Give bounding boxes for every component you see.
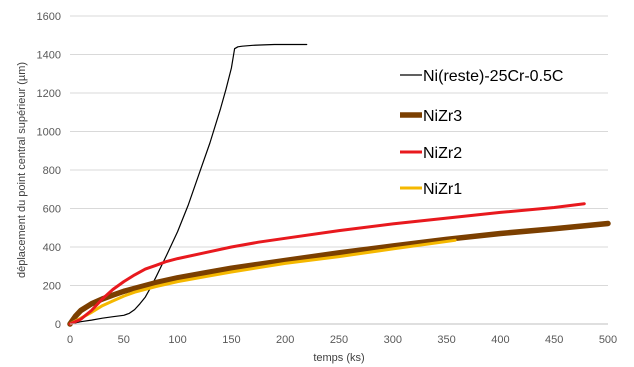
legend-label: Ni(reste)-25Cr-0.5C (423, 68, 563, 85)
legend: Ni(reste)-25Cr-0.5C NiZr3 NiZr2 NiZr1 (400, 68, 563, 198)
x-tick-label: 150 (222, 334, 240, 346)
gridlines (70, 15, 608, 286)
x-tick-label: 200 (276, 334, 294, 346)
x-tick-label: 50 (118, 334, 130, 346)
x-tick-label: 450 (545, 334, 563, 346)
x-axis-title: temps (ks) (313, 352, 364, 364)
y-tick-label: 1600 (37, 11, 61, 23)
y-tick-label: 600 (43, 204, 61, 216)
series-line-ni-reste-25cr-0-5c (69, 43, 308, 325)
y-tick-label: 1400 (37, 50, 61, 62)
series-line-nizr2 (68, 202, 586, 326)
y-tick-label: 800 (43, 165, 61, 177)
x-tick-label: 300 (384, 334, 402, 346)
y-tick-label: 1200 (37, 88, 61, 100)
y-tick-label: 0 (55, 319, 61, 331)
legend-label: NiZr3 (423, 108, 462, 125)
legend-label: NiZr2 (423, 145, 462, 162)
y-tick-label: 1000 (37, 127, 61, 139)
plot-area (67, 43, 611, 327)
legend-label: NiZr1 (423, 181, 462, 198)
axes: 0 200 400 600 800 1000 1200 1400 1600 0 50 100 150 20… (37, 11, 618, 346)
x-tick-label: 100 (168, 334, 186, 346)
x-tick-label: 500 (599, 334, 617, 346)
x-tick-label: 350 (437, 334, 455, 346)
x-tick-label: 0 (67, 334, 73, 346)
x-tick-label: 250 (330, 334, 348, 346)
y-tick-label: 400 (43, 242, 61, 254)
y-axis-title: déplacement du point central supérieur (… (16, 62, 28, 278)
x-tick-label: 400 (491, 334, 509, 346)
series-line-nizr1 (68, 238, 457, 326)
y-tick-label: 200 (43, 281, 61, 293)
series-line-nizr3 (67, 220, 611, 327)
